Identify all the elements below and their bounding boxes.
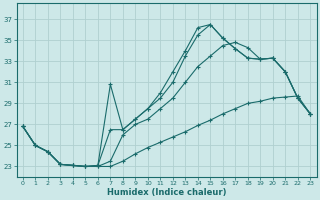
X-axis label: Humidex (Indice chaleur): Humidex (Indice chaleur)	[107, 188, 226, 197]
